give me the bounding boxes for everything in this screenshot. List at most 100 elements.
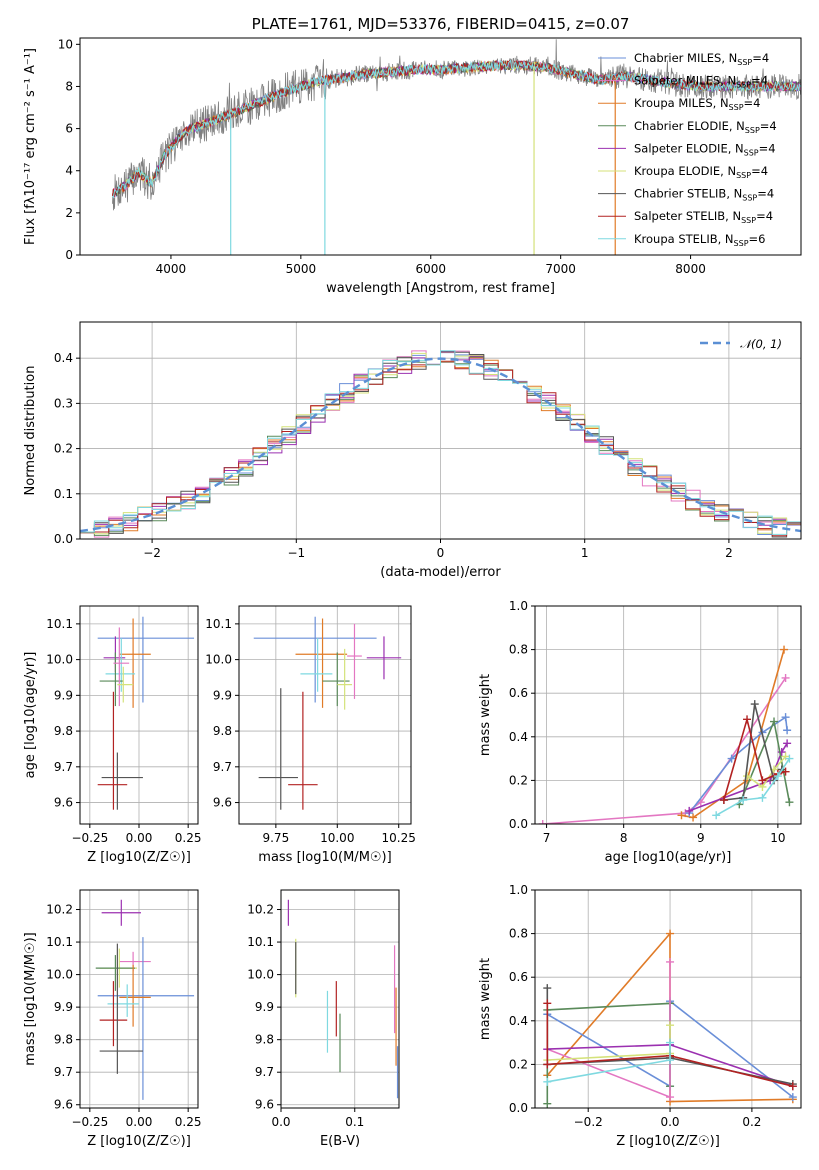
plot-area bbox=[80, 350, 801, 538]
normal-curve bbox=[80, 357, 801, 533]
y-tick-label: 9.6 bbox=[54, 796, 73, 810]
y-tick-label: 0.1 bbox=[54, 487, 73, 501]
y-axis-label: age [log10(age/yr)] bbox=[23, 652, 38, 779]
marker-plus bbox=[743, 772, 752, 781]
y-tick-label: 0.2 bbox=[509, 1057, 528, 1071]
marker-plus bbox=[781, 673, 790, 682]
errorbar-point bbox=[258, 688, 298, 810]
marker-plus bbox=[666, 929, 675, 938]
errorbar-point bbox=[113, 627, 130, 707]
marker-plus bbox=[780, 645, 789, 654]
panel-mass-weight-vs-Z: −0.2 0.0 0.2 0.0 0.2 0.4 0.6 0.8 1.0 Z [log10(Z/Z… bbox=[478, 883, 802, 1149]
y-axis-label: Normed distribution bbox=[23, 366, 38, 496]
y-tick-label: 8 bbox=[65, 79, 73, 93]
x-tick-label: 4000 bbox=[156, 262, 187, 276]
panel-residuals: −2 −1 0 1 2 0.0 0.1 0.2 0.3 0.4 (data-model)/error… bbox=[23, 321, 802, 580]
marker-plus bbox=[719, 796, 728, 805]
y-tick-label: 10.0 bbox=[205, 653, 232, 667]
x-axis-label: Z [log10(Z/Z☉)] bbox=[87, 850, 191, 865]
x-tick-label: −0.25 bbox=[71, 831, 108, 845]
plot-area bbox=[95, 899, 195, 1100]
y-tick-label: 0.8 bbox=[509, 643, 528, 657]
marker-plus bbox=[666, 1056, 675, 1065]
y-tick-label: 10.1 bbox=[46, 617, 73, 631]
x-tick-label: 10 bbox=[770, 831, 785, 845]
y-tick-label: 10.2 bbox=[247, 903, 274, 917]
y-axis-label: mass weight bbox=[478, 674, 493, 756]
marker-plus bbox=[727, 754, 736, 763]
x-tick-label: 0.0 bbox=[271, 1115, 290, 1129]
marker-plus bbox=[685, 806, 694, 815]
marker-plus bbox=[758, 776, 767, 785]
y-tick-label: 0.6 bbox=[509, 970, 528, 984]
x-axis-label: Z [log10(Z/Z☉)] bbox=[87, 1134, 191, 1149]
x-tick-label: 2 bbox=[725, 546, 733, 560]
y-tick-label: 9.7 bbox=[54, 760, 73, 774]
y-tick-label: 0.6 bbox=[509, 686, 528, 700]
y-tick-label: 0.4 bbox=[509, 730, 528, 744]
errorbar-point bbox=[99, 943, 143, 1074]
y-axis-label: mass [log10(M/M☉)] bbox=[23, 932, 38, 1065]
errorbar-point bbox=[99, 981, 128, 1047]
y-tick-label: 2 bbox=[65, 206, 73, 220]
marker-plus bbox=[785, 754, 794, 763]
marker-plus bbox=[712, 811, 721, 820]
marker-plus bbox=[666, 1021, 675, 1030]
errorbar-point bbox=[322, 652, 350, 707]
x-axis-label: age [log10(age/yr)] bbox=[605, 850, 732, 865]
y-tick-label: 9.7 bbox=[255, 1065, 274, 1079]
y-tick-label: 6 bbox=[65, 122, 73, 136]
plot-area bbox=[543, 929, 797, 1108]
plot-area bbox=[112, 39, 801, 255]
x-tick-label: 0.00 bbox=[126, 831, 153, 845]
x-tick-label: −1 bbox=[287, 546, 305, 560]
panel-mass-vs-EBV: 0.0 0.1 9.6 9.7 9.8 9.9 10.0 10.1 10.2 E(B-V) bbox=[247, 889, 400, 1149]
y-tick-label: 0 bbox=[65, 248, 73, 262]
errorbar-point bbox=[97, 616, 195, 703]
legend-entry: Salpeter ELODIE, NSSP=4 bbox=[634, 141, 776, 157]
errorbar-point bbox=[97, 691, 128, 810]
y-tick-label: 9.9 bbox=[54, 1000, 73, 1014]
marker-plus bbox=[543, 1060, 552, 1069]
y-tick-label: 0.2 bbox=[54, 442, 73, 456]
marker-plus bbox=[543, 999, 552, 1008]
mass-weight-line bbox=[547, 961, 671, 1099]
marker-plus bbox=[538, 820, 547, 824]
mass-weight-line bbox=[546, 1003, 793, 1087]
y-tick-label: 0.0 bbox=[509, 1101, 528, 1115]
marker-plus bbox=[788, 1093, 797, 1102]
x-tick-label: 0.2 bbox=[742, 1115, 761, 1129]
marker-plus bbox=[781, 767, 790, 776]
x-tick-label: 7 bbox=[543, 831, 551, 845]
x-tick-label: 8000 bbox=[675, 262, 706, 276]
errorbar-point bbox=[253, 616, 377, 703]
x-tick-label: −0.25 bbox=[71, 1115, 108, 1129]
plot-area bbox=[97, 616, 195, 810]
panel-age-vs-mass: 9.75 10.00 10.25 9.6 9.7 9.8 9.9 10.0 10.1 mass [… bbox=[205, 605, 416, 865]
marker-plus bbox=[785, 798, 794, 807]
x-tick-label: 7000 bbox=[545, 262, 576, 276]
x-tick-label: 8 bbox=[620, 831, 628, 845]
errorbar-point bbox=[105, 638, 136, 692]
y-tick-label: 4 bbox=[65, 164, 73, 178]
marker-plus bbox=[739, 796, 748, 805]
errorbar-point bbox=[300, 638, 333, 692]
plot-area bbox=[253, 616, 402, 810]
x-axis-label: (data-model)/error bbox=[380, 565, 501, 580]
legend-entry: Chabrier MILES, NSSP=4 bbox=[634, 51, 769, 67]
x-tick-label: 10.00 bbox=[320, 831, 354, 845]
x-tick-label: 5000 bbox=[286, 262, 317, 276]
axes-frame bbox=[280, 889, 400, 1109]
y-tick-label: 0.4 bbox=[509, 1014, 528, 1028]
legend-entry: 𝒩(0, 1) bbox=[740, 337, 782, 351]
marker-plus bbox=[666, 957, 675, 966]
y-tick-label: 9.7 bbox=[54, 1065, 73, 1079]
y-tick-label: 10.2 bbox=[46, 903, 73, 917]
y-tick-label: 9.6 bbox=[54, 1098, 73, 1112]
y-tick-label: 9.6 bbox=[255, 1098, 274, 1112]
x-tick-label: 10.25 bbox=[382, 831, 416, 845]
marker-plus bbox=[689, 813, 698, 822]
plot-area bbox=[538, 645, 794, 824]
errorbar-point bbox=[337, 648, 353, 710]
